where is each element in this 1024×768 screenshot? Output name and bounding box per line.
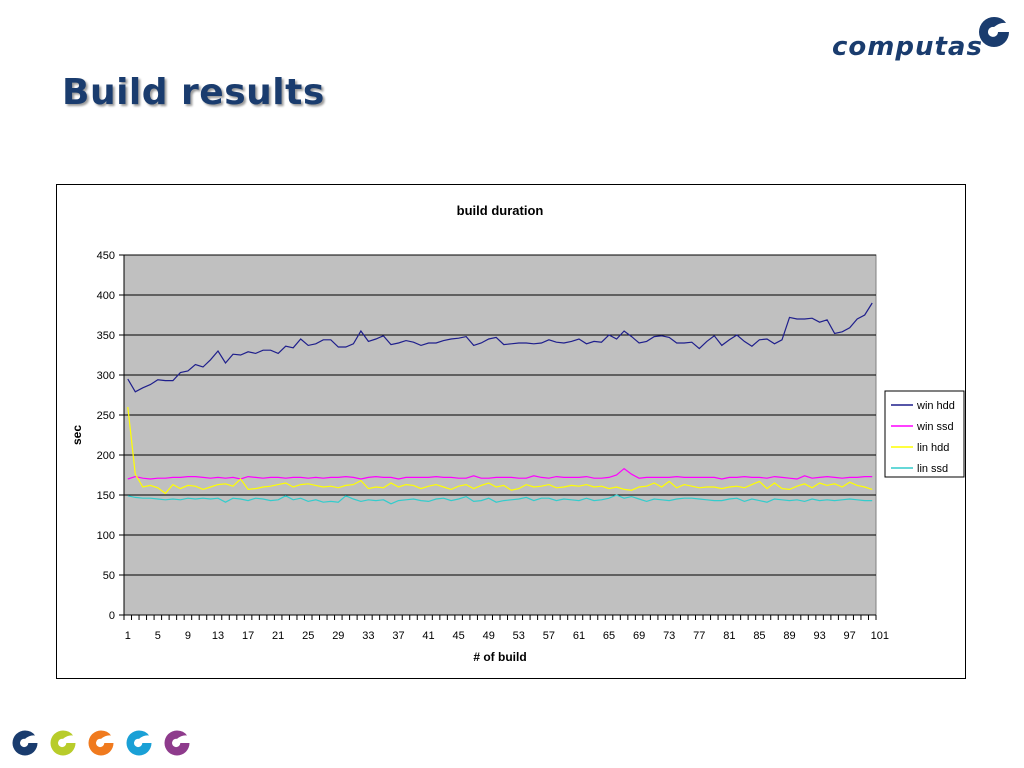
x-tick-label: 5 (155, 630, 161, 642)
legend-label: lin ssd (917, 463, 948, 475)
legend: win hdd win ssd lin hdd lin ssd (884, 390, 965, 478)
y-tick-label: 250 (97, 410, 115, 422)
y-axis-label: sec (70, 425, 84, 445)
computas-mark-icon (126, 730, 152, 756)
computas-mark-icon (50, 730, 76, 756)
y-tick-label: 350 (97, 330, 115, 342)
y-tick-label: 100 (97, 530, 115, 542)
chart-frame: build duration 0 50 100 150 200 250 300 350 400 45… (56, 184, 966, 679)
x-tick-label: 97 (844, 630, 856, 642)
x-tick-label: 9 (185, 630, 191, 642)
computas-swirl-icon (979, 17, 1009, 47)
x-tick-label: 45 (453, 630, 465, 642)
slide-title: Build results (62, 72, 325, 113)
series-line-lin-ssd (127, 494, 873, 505)
computas-mark-icon (88, 730, 114, 756)
series-line-lin-hdd (127, 406, 873, 495)
x-tick-label: 25 (302, 630, 314, 642)
y-tick-label: 400 (97, 290, 115, 302)
plot-area (123, 254, 877, 616)
x-tick-label: 37 (392, 630, 404, 642)
x-tick-label: 65 (603, 630, 615, 642)
y-tick-label: 0 (109, 610, 115, 622)
x-tick-label: 93 (813, 630, 825, 642)
legend-label: win hdd (916, 400, 955, 412)
y-tick-label: 450 (97, 250, 115, 262)
y-tick-label: 200 (97, 450, 115, 462)
series-line-win-hdd (127, 302, 873, 393)
y-tick-label: 150 (97, 490, 115, 502)
chart-title: build duration (457, 203, 544, 218)
x-tick-label: 61 (573, 630, 585, 642)
legend-label: lin hdd (917, 442, 949, 454)
computas-logo: computas (832, 14, 1012, 74)
x-tick-label: 53 (513, 630, 525, 642)
legend-label: win ssd (916, 421, 954, 433)
computas-mark-icon (164, 730, 190, 756)
x-tick-label: 29 (332, 630, 344, 642)
x-tick-label: 101 (871, 630, 889, 642)
x-tick-label: 13 (212, 630, 224, 642)
computas-mark-icon (12, 730, 38, 756)
x-tick-label: 49 (483, 630, 495, 642)
x-tick-label: 73 (663, 630, 675, 642)
x-tick-label: 81 (723, 630, 735, 642)
x-tick-label: 1 (125, 630, 131, 642)
y-tick-label: 300 (97, 370, 115, 382)
legend-box (884, 390, 965, 478)
series-line-win-ssd (127, 467, 873, 480)
x-tick-label: 85 (753, 630, 765, 642)
x-tick-label: 69 (633, 630, 645, 642)
y-tick-label: 50 (103, 570, 115, 582)
logo-text: computas (832, 32, 983, 62)
x-tick-label: 57 (543, 630, 555, 642)
x-tick-label: 33 (362, 630, 374, 642)
x-tick-label: 89 (783, 630, 795, 642)
x-tick-label: 41 (422, 630, 434, 642)
build-duration-chart: build duration 0 50 100 150 200 250 300 350 400 45… (70, 203, 965, 664)
x-axis-label: # of build (473, 650, 526, 664)
x-tick-label: 17 (242, 630, 254, 642)
x-tick-label: 77 (693, 630, 705, 642)
x-tick-label: 21 (272, 630, 284, 642)
